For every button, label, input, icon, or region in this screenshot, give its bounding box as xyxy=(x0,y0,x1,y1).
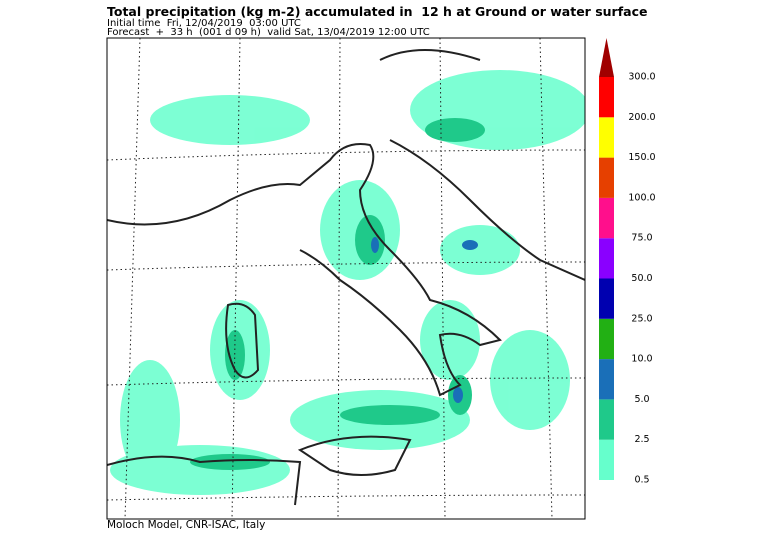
map-content xyxy=(107,38,585,519)
colorbar-band xyxy=(599,117,614,158)
colorbar-extend xyxy=(599,38,614,77)
colorbar-label: 300.0 xyxy=(628,72,655,83)
colorbar-band xyxy=(599,439,614,480)
colorbar-label: 50.0 xyxy=(631,273,652,284)
colorbar-band xyxy=(599,359,614,400)
coastlines xyxy=(107,49,585,506)
colorbar-band xyxy=(599,197,614,239)
precip-light xyxy=(110,70,585,495)
footer: Moloch Model, CNR-ISAC, Italy xyxy=(107,519,266,531)
colorbar-label: 10.0 xyxy=(631,354,652,365)
colorbar-band xyxy=(599,399,614,440)
colorbar-band xyxy=(599,77,614,118)
colorbar-band xyxy=(599,238,614,279)
colorbar: 0.5 2.5 5.0 10.0 25.0 50.0 75.0 100.0 150.0 200.0… xyxy=(599,38,656,486)
precip-moderate xyxy=(190,118,485,470)
colorbar-band xyxy=(599,157,614,198)
precip-heavy xyxy=(371,237,478,403)
title: Total precipitation (kg m-2) accumulated… xyxy=(107,4,648,19)
colorbar-band xyxy=(599,278,614,319)
colorbar-band xyxy=(599,318,614,360)
colorbar-label: 2.5 xyxy=(634,434,649,445)
colorbar-label: 100.0 xyxy=(628,192,655,203)
colorbar-label: 200.0 xyxy=(628,112,655,123)
colorbar-label: 0.5 xyxy=(634,475,649,486)
initial-time: Initial time Fri, 12/04/2019 03:00 UTC xyxy=(107,18,301,29)
colorbar-label: 25.0 xyxy=(631,313,652,324)
colorbar-label: 150.0 xyxy=(628,152,655,163)
colorbar-label: 75.0 xyxy=(631,233,652,244)
forecast-time: Forecast + 33 h (001 d 09 h) valid Sat, … xyxy=(107,27,430,38)
map-frame xyxy=(106,37,586,520)
colorbar-label: 5.0 xyxy=(634,394,649,405)
